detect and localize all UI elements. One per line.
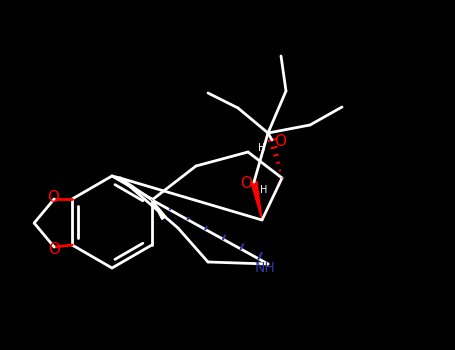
Text: O: O: [47, 190, 59, 205]
Text: H: H: [258, 143, 266, 153]
Polygon shape: [251, 181, 262, 220]
Text: O: O: [48, 243, 60, 258]
Text: O: O: [240, 176, 252, 191]
Text: O: O: [274, 134, 286, 149]
Text: NH: NH: [255, 261, 275, 275]
Polygon shape: [152, 200, 166, 219]
Text: H: H: [260, 185, 268, 195]
